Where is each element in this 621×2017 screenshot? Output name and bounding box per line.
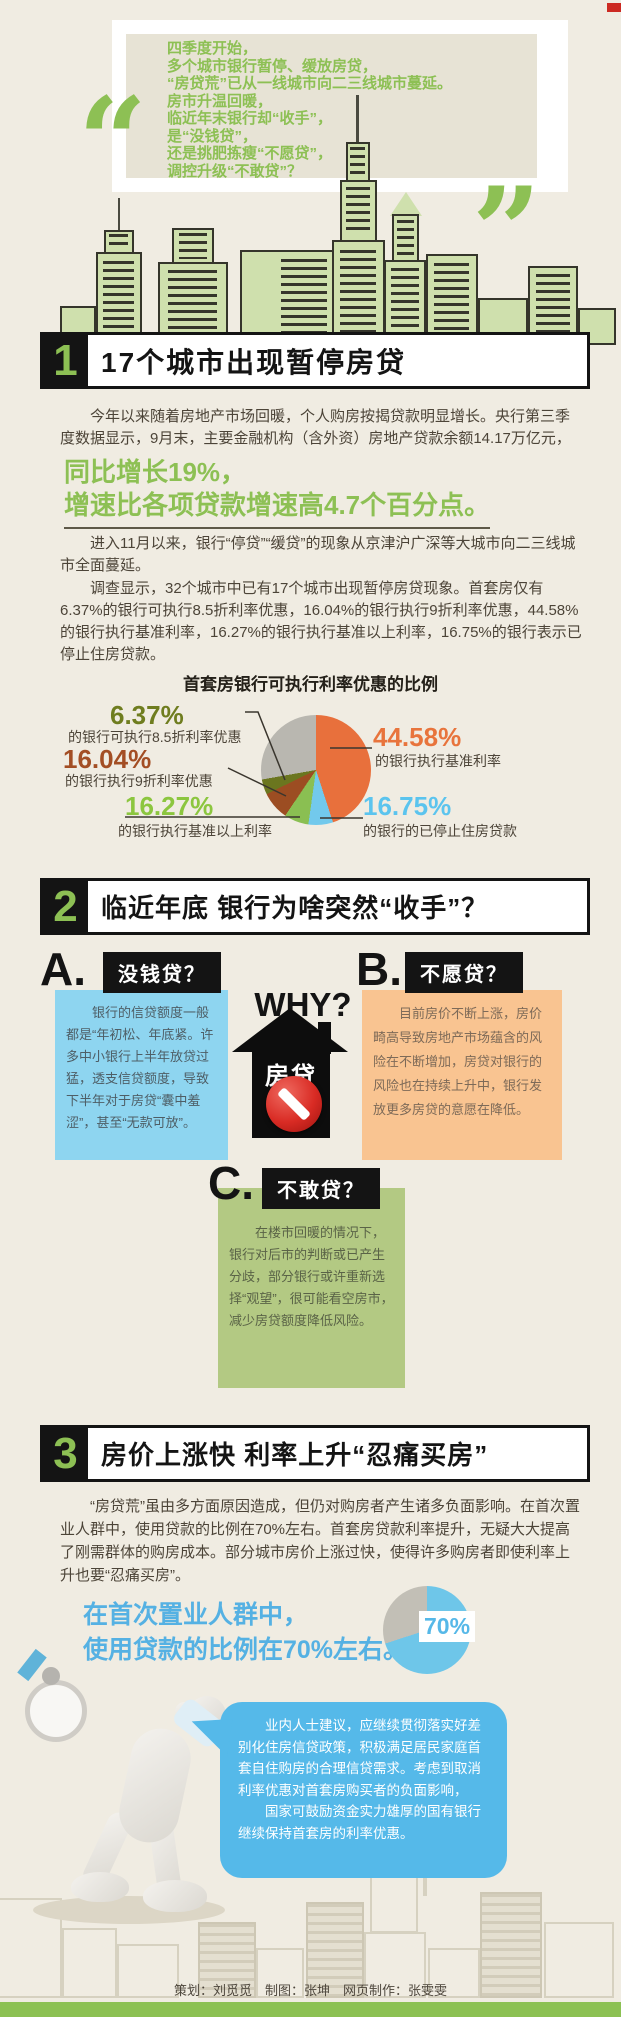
quote-line: 还是挑肥拣瘦“不愿贷”， (167, 145, 333, 162)
section-1-title: 17个城市出现暂停房贷 (101, 346, 407, 378)
growth-highlight: 同比增长19%， 增速比各项贷款增速高4.7个百分点。 (64, 456, 491, 529)
section-2-header: 2 临近年底 银行为啥突然“收手”？ (40, 878, 590, 935)
bubble-paragraph: 国家可鼓励资金实力雄厚的国有银行继续保持首套房的利率优惠。 (238, 1804, 481, 1841)
building (172, 228, 214, 264)
highlight-line: 同比增长19%， (64, 457, 247, 487)
pie-label-9-discount: 的银行执行9折利率优惠 (65, 773, 213, 789)
quote-line: 四季度开始， (167, 40, 258, 57)
figure-foot (143, 1880, 207, 1912)
reason-c-box: 在楼市回暖的情况下，银行对后市的判断或已产生分歧，部分银行或许重新选择“观望”，… (218, 1188, 405, 1388)
quote-box (126, 34, 537, 178)
quote-line: “房贷荒”已从一线城市向二三线城市蔓延。 (167, 75, 453, 92)
pie-value-base-rate: 44.58% (373, 722, 462, 752)
building (240, 250, 336, 345)
quote-line: 房市升温回暖， (167, 92, 273, 110)
reason-a-tag: 没钱贷？ (103, 952, 221, 993)
figure-torso (113, 1723, 197, 1848)
rate-pie (261, 715, 371, 825)
open-quote-icon: “ (78, 71, 148, 212)
pie-value-above-base: 16.27% (125, 791, 214, 821)
section-3-title: 房价上涨快 利率上升“忍痛买房” (101, 1440, 489, 1470)
building (392, 214, 419, 262)
highlight-line: 在首次置业人群中， (83, 1601, 309, 1629)
megaphone-man-illustration (17, 1648, 235, 1930)
loan-pie-label: 70% (419, 1611, 476, 1642)
pie-value-stopped: 16.75% (363, 791, 452, 821)
quote-line: 调控升级“不敢贷”？ (167, 162, 303, 180)
reason-c-tag: 不敢贷？ (262, 1168, 380, 1209)
paragraph: 调查显示，32个城市中已有17个城市出现暂停房贷现象。首套房仅有6.37%的银行… (60, 580, 582, 663)
section-3-number: 3 (43, 1428, 88, 1479)
ban-icon (266, 1076, 322, 1132)
building (332, 240, 385, 345)
highlight-line: 增速比各项贷款增速高4.7个百分点。 (64, 490, 491, 520)
bubble-paragraph: 业内人士建议，应继续贯彻落实好差别化住房信贷政策，积极满足居民家庭首套自住购房的… (238, 1718, 481, 1798)
figure-foot (71, 1872, 129, 1902)
section-2-number: 2 (43, 881, 88, 932)
megaphone-horn-icon (25, 1667, 87, 1742)
speech-bubble: 业内人士建议，应继续贯彻落实好差别化住房信贷政策，积极满足居民家庭首套自住购房的… (187, 1702, 507, 1878)
corner-red-mark (607, 3, 621, 12)
building-roof (390, 192, 422, 216)
reason-a-letter: A. (40, 943, 86, 995)
paragraph: 进入11月以来，银行“停贷”“缓贷”的现象从京津沪广深等大城市向二三线城市全面蔓… (60, 535, 576, 574)
reason-c-letter: C. (208, 1157, 254, 1209)
speech-bubble-tail (187, 1713, 233, 1757)
rate-pie-title: 首套房银行可执行利率优惠的比例 (183, 675, 438, 694)
pie-value-8-5-discount: 6.37% (110, 700, 184, 730)
quote-line: 多个城市银行暂停、缓放房贷， (167, 57, 378, 75)
building (104, 230, 134, 254)
section-1-number: 1 (43, 335, 88, 386)
house-chimney (318, 1022, 331, 1054)
reason-a-box: 银行的信贷额度一般都是“年初松、年底紧。许多中小银行上半年放贷过猛，透支信贷额度… (55, 990, 228, 1160)
quote-line: 临近年末银行却“收手”， (167, 110, 333, 127)
paragraph: “房贷荒”虽由多方面原因造成，但仍对购房者产生诸多负面影响。在首次置业人群中，使… (60, 1498, 580, 1584)
reason-b-box: 目前房价不断上涨，房价畸高导致房地产市场蕴含的风险在不断增加，房贷对银行的风险也… (362, 990, 562, 1160)
highlight-line: 使用贷款的比例在70%左右。 (83, 1636, 409, 1664)
mortgage-house-icon: 房贷 (232, 1008, 348, 1140)
footer-green-bar (0, 2002, 621, 2017)
intro-quote: 四季度开始， 多个城市银行暂停、缓放房贷， “房贷荒”已从一线城市向二三线城市蔓… (167, 40, 542, 180)
loan-share-highlight: 在首次置业人群中， 使用贷款的比例在70%左右。 (83, 1598, 408, 1668)
reason-b-tag: 不愿贷？ (405, 952, 523, 993)
reason-b-letter: B. (356, 943, 402, 995)
close-quote-icon: ” (472, 161, 542, 302)
pie-label-8-5-discount: 的银行可执行8.5折利率优惠 (68, 729, 242, 745)
section-2-title: 临近年底 银行为啥突然“收手”？ (101, 893, 489, 923)
section-1-header: 1 17个城市出现暂停房贷 (40, 332, 590, 389)
quote-line: 是“没钱贷”， (167, 127, 258, 145)
section-3-header: 3 房价上涨快 利率上升“忍痛买房” (40, 1425, 590, 1482)
pie-label-base-rate: 的银行执行基准利率 (375, 753, 501, 769)
pie-label-above-base: 的银行执行基准以上利率 (118, 823, 272, 839)
paragraph: 今年以来随着房地产市场回暖，个人购房按揭贷款明显增长。央行第三季度数据显示，9月… (60, 408, 571, 447)
pie-label-stopped: 的银行的已停止住房贷款 (363, 823, 517, 839)
pie-value-9-discount: 16.04% (63, 744, 152, 774)
footer-credits: 策划：刘觅觅 制图：张坤 网页制作：张雯雯 (173, 1983, 447, 1998)
pie-leader-lines (125, 711, 372, 819)
